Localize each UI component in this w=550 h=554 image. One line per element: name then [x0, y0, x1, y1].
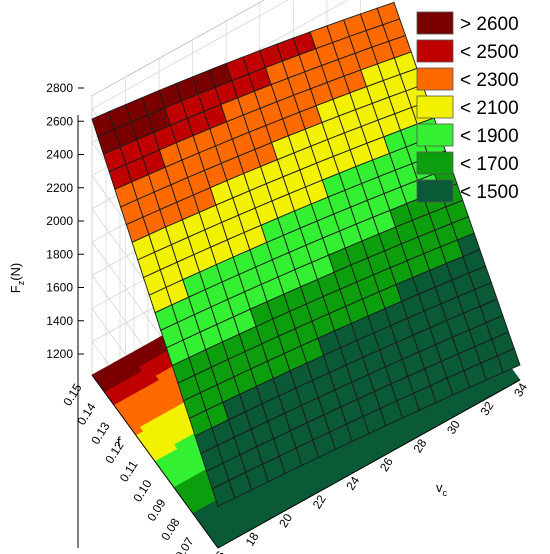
- legend-label: < 2300: [460, 70, 519, 91]
- legend-swatch: [416, 123, 454, 147]
- surface-cell: [496, 347, 521, 374]
- f-tick-label: 0.10: [130, 477, 154, 505]
- x-axis-label: vc: [436, 480, 448, 498]
- f-tick-label: 0.15: [60, 381, 84, 409]
- legend-swatch: [416, 179, 454, 203]
- legend-label: < 2500: [460, 42, 519, 63]
- legend-swatch: [416, 67, 454, 91]
- z-tick-label: 2400: [46, 148, 73, 162]
- legend-label: < 1900: [460, 126, 519, 147]
- legend-swatch: [416, 39, 454, 63]
- z-tick-label: 2000: [46, 214, 73, 228]
- z-tick-label: 2800: [46, 81, 73, 95]
- z-tick-label: 1200: [46, 347, 73, 361]
- legend-label: < 2100: [460, 98, 519, 119]
- vc-axis-line: [217, 379, 521, 549]
- f-axis-line: [91, 374, 219, 549]
- legend-label: < 1500: [460, 182, 519, 203]
- legend-swatch: [416, 151, 454, 175]
- legend-swatch: [416, 95, 454, 119]
- legend-label: < 1700: [460, 154, 519, 175]
- f-tick-label: 0.09: [144, 496, 168, 524]
- z-tick-label: 1800: [46, 247, 73, 261]
- f-tick-label: 0.13: [88, 419, 112, 447]
- legend-swatch: [416, 11, 454, 35]
- legend: > 2600 < 2500 < 2300 < 2100 < 1900 < 1700 < 15…: [416, 11, 519, 203]
- f-tick-label: 0.07: [172, 535, 196, 554]
- z-axis-label: Fz(N): [8, 263, 26, 294]
- response-surface: [91, 1, 521, 508]
- f-tick-label: 0.11: [117, 458, 141, 485]
- legend-label: > 2600: [460, 14, 519, 35]
- y-axis-label: f: [117, 434, 121, 449]
- f-tick-label: 0.12: [102, 439, 126, 467]
- vc-tick-label: 16: [209, 548, 228, 554]
- z-tick-label: 2200: [46, 181, 73, 195]
- z-tick-label: 1600: [46, 281, 73, 295]
- f-tick-label: 0.08: [158, 515, 182, 543]
- z-tick-label: 1400: [46, 314, 73, 328]
- z-tick-label: 2600: [46, 114, 73, 128]
